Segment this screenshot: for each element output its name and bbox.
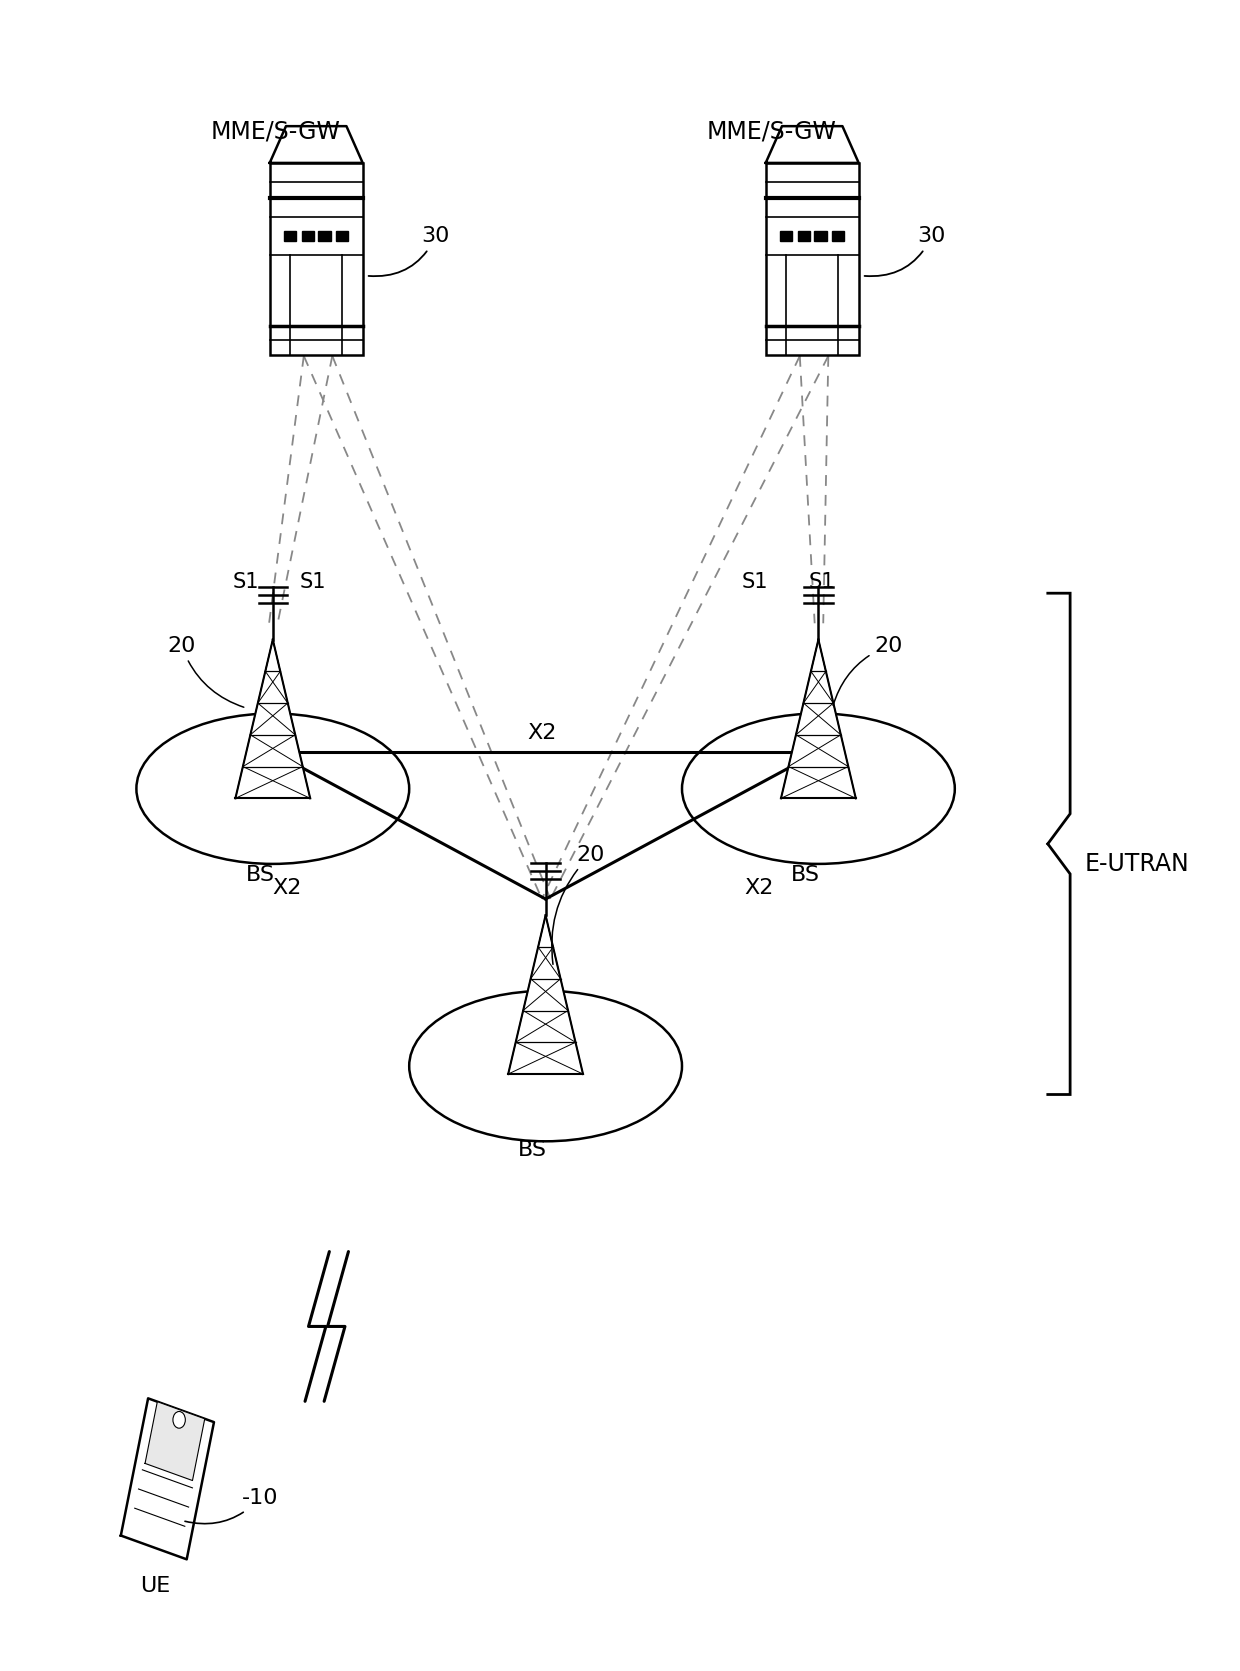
Text: X2: X2	[273, 877, 303, 897]
Polygon shape	[781, 640, 856, 799]
Text: BS: BS	[246, 864, 274, 884]
Bar	[815, 231, 827, 241]
Bar	[832, 231, 844, 241]
Text: 20: 20	[552, 844, 605, 964]
Bar	[301, 231, 314, 241]
Polygon shape	[120, 1399, 215, 1559]
Text: S1: S1	[808, 571, 835, 592]
Text: S1: S1	[233, 571, 259, 592]
Text: 30: 30	[368, 226, 450, 276]
Bar	[319, 231, 331, 241]
Text: UE: UE	[140, 1576, 170, 1596]
Circle shape	[172, 1412, 185, 1429]
Polygon shape	[270, 127, 362, 164]
Bar	[284, 231, 296, 241]
Bar	[270, 164, 362, 356]
Text: 20: 20	[833, 635, 903, 705]
Text: E-UTRAN: E-UTRAN	[1085, 852, 1189, 876]
Bar	[780, 231, 792, 241]
Bar	[797, 231, 810, 241]
Polygon shape	[508, 916, 583, 1074]
Text: 30: 30	[864, 226, 946, 276]
Text: X2: X2	[527, 722, 557, 742]
Polygon shape	[145, 1402, 205, 1481]
Text: MME/S-GW: MME/S-GW	[707, 120, 837, 144]
Text: BS: BS	[791, 864, 820, 884]
Text: MME/S-GW: MME/S-GW	[211, 120, 341, 144]
Bar	[766, 164, 858, 356]
Text: BS: BS	[518, 1140, 547, 1160]
Polygon shape	[766, 127, 858, 164]
Text: S1: S1	[742, 571, 768, 592]
Text: X2: X2	[744, 877, 774, 897]
Bar	[336, 231, 348, 241]
Text: S1: S1	[300, 571, 326, 592]
Polygon shape	[236, 640, 310, 799]
Text: -10: -10	[185, 1487, 278, 1524]
Text: 20: 20	[167, 635, 244, 707]
